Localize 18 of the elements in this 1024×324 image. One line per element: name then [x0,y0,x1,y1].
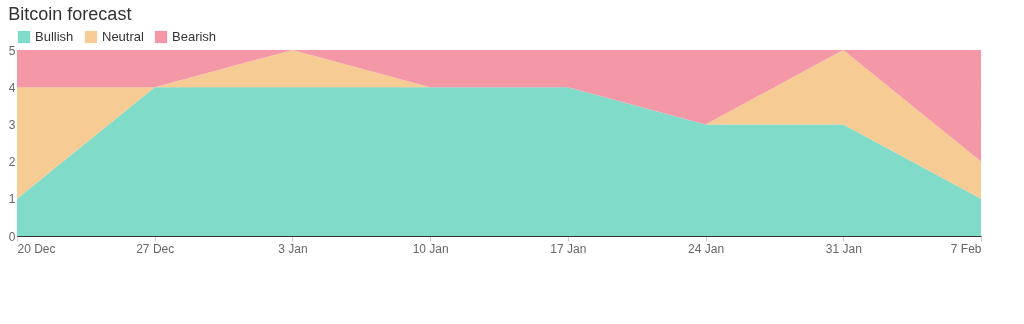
y-tick-label: 4 [8,80,16,95]
x-tick-label: 7 Feb [950,241,982,256]
y-tick-label: 1 [8,192,16,207]
chart-title: Bitcoin forecast [8,4,132,24]
x-tick-label: 24 Jan [688,241,725,256]
y-tick-label: 5 [8,43,16,58]
y-tick-label: 3 [8,117,16,132]
legend-label: Bullish [35,29,74,44]
x-tick-label: 27 Dec [136,241,175,256]
y-tick-label: 0 [8,229,16,244]
x-tick-label: 17 Jan [550,241,587,256]
y-tick-label: 2 [8,155,16,170]
x-tick-label: 10 Jan [412,241,449,256]
x-tick-label: 31 Jan [825,241,862,256]
x-tick-label: 20 Dec [17,241,56,256]
x-tick-label: 3 Jan [278,241,308,256]
legend-label: Neutral [102,29,145,44]
legend-label: Bearish [172,29,217,44]
